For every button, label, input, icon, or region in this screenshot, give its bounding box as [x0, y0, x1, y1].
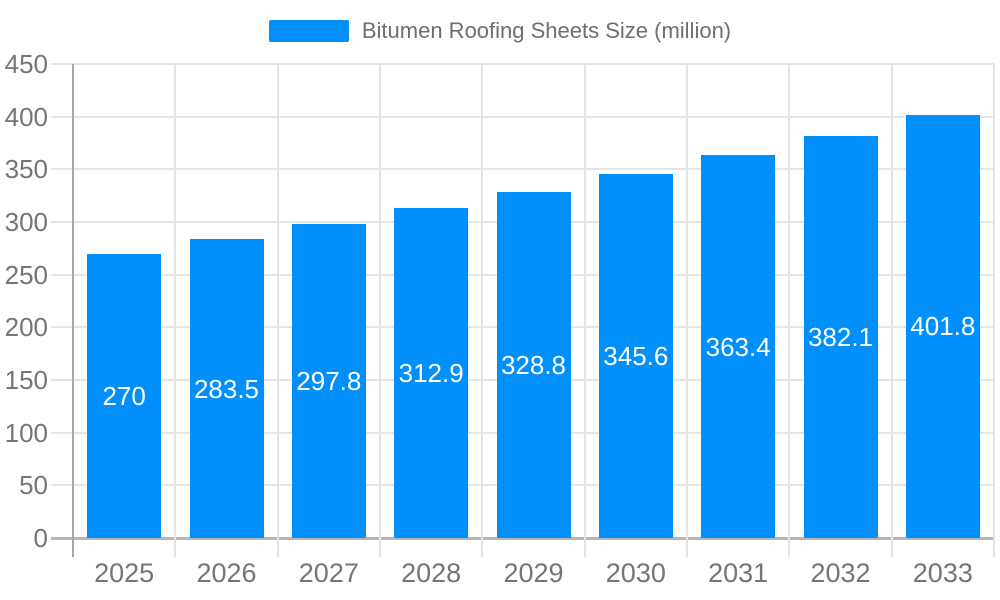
bar-value-label: 328.8: [500, 349, 567, 380]
y-tick-label: 100: [4, 417, 48, 448]
bar-2025: [87, 253, 162, 538]
bar-2031: [701, 155, 776, 538]
y-tick-label: 200: [4, 312, 48, 343]
y-tick-label: 150: [4, 365, 48, 395]
x-gridline: [481, 64, 484, 557]
bar-value-label: 382.1: [807, 321, 874, 352]
x-tick-label: 2029: [503, 558, 564, 588]
y-gridline: [51, 63, 994, 65]
x-tick-label: 2026: [196, 558, 257, 588]
x-tick-label: 2028: [401, 558, 462, 588]
bar-value-label: 270: [102, 380, 146, 411]
x-gridline: [379, 64, 381, 557]
x-gridline: [174, 64, 177, 557]
bar-2030: [598, 173, 673, 538]
x-gridline: [890, 64, 893, 557]
x-tick-label: 2032: [810, 558, 871, 588]
y-tick-label: 450: [4, 49, 48, 79]
x-gridline: [686, 64, 688, 557]
x-tick-label: 2033: [912, 558, 973, 588]
bar-2029: [496, 191, 571, 538]
bar-value-label: 283.5: [193, 373, 260, 404]
bar-2028: [394, 208, 469, 538]
y-axis-line: [72, 64, 74, 557]
bar-value-label: 363.4: [705, 331, 771, 362]
y-gridline: [51, 115, 994, 118]
x-gridline: [276, 64, 279, 557]
y-tick-label: 300: [4, 207, 48, 237]
legend-item[interactable]: Bitumen Roofing Sheets Size (million): [0, 18, 1000, 44]
y-tick-label: 250: [4, 259, 48, 290]
y-tick-label: 50: [19, 470, 48, 501]
y-tick-label: 350: [4, 154, 48, 185]
x-axis-baseline: [51, 536, 994, 540]
bar-2033: [905, 114, 980, 538]
x-tick-label: 2027: [298, 558, 359, 588]
legend-label: Bitumen Roofing Sheets Size (million): [361, 18, 732, 43]
x-gridline: [788, 64, 791, 557]
y-gridline: [51, 168, 994, 171]
y-tick-label: 400: [4, 101, 48, 132]
bar-value-label: 297.8: [296, 366, 362, 397]
y-tick-label: 0: [33, 523, 48, 553]
bar-value-label: 401.8: [910, 311, 976, 342]
bar-value-label: 312.9: [398, 358, 464, 389]
x-gridline: [993, 64, 995, 557]
x-tick-label: 2025: [94, 558, 155, 588]
x-tick-label: 2030: [605, 558, 666, 588]
x-tick-label: 2031: [708, 558, 769, 588]
bar-2027: [291, 224, 366, 538]
bar-2026: [189, 239, 264, 538]
bar-2032: [803, 135, 878, 538]
legend-swatch: [268, 20, 349, 42]
x-gridline: [583, 64, 586, 557]
bar-value-label: 345.6: [603, 340, 669, 371]
